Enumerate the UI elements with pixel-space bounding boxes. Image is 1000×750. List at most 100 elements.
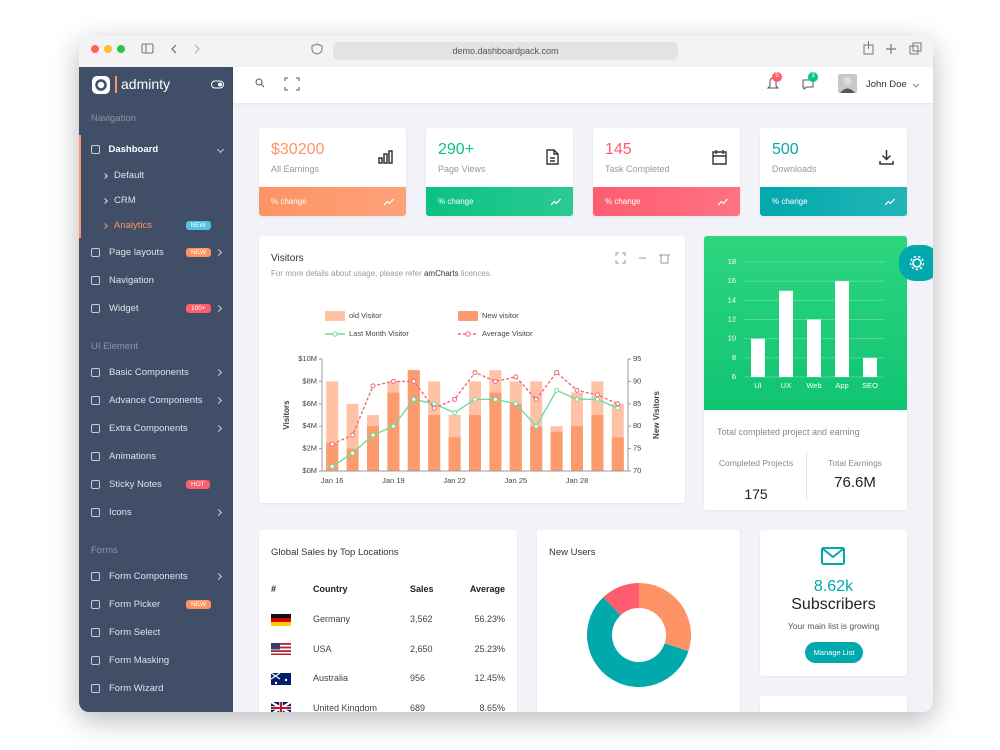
bar (571, 426, 583, 471)
legend-marker (332, 331, 338, 337)
window-controls (91, 43, 323, 55)
stat-change: % change (772, 197, 808, 206)
line-point (472, 396, 478, 402)
legend-label: Average Visitor (482, 329, 533, 338)
notification-badge[interactable]: 5 (775, 73, 779, 79)
donut-segment (639, 583, 691, 652)
menu-label: Dashboard (108, 143, 159, 155)
menu-item[interactable]: Advance Components (79, 386, 233, 414)
menu-icon (91, 479, 100, 489)
stat-label: Downloads (772, 164, 817, 174)
brand-row: adminty (79, 67, 233, 103)
bar (751, 338, 765, 377)
trend-icon (718, 198, 728, 206)
manage-list-button[interactable]: Manage List (805, 642, 863, 663)
trend-icon (551, 198, 561, 206)
bar (407, 370, 420, 471)
message-badge[interactable]: 3 (811, 73, 815, 79)
menu-icon (91, 275, 100, 285)
sub-chevron (102, 197, 108, 204)
earnings-label: Total Earnings (828, 458, 882, 468)
chevron (214, 368, 223, 376)
menu-item[interactable]: Navigation (79, 266, 233, 294)
submenu-item[interactable]: Analytics NEW (81, 213, 233, 238)
table-cell: 2,650 (410, 643, 433, 654)
line-point (350, 432, 356, 438)
menu-item[interactable]: Basic Components (79, 358, 233, 386)
menu-item[interactable]: Animations (79, 442, 233, 470)
chevron (214, 304, 223, 312)
menu-icon (91, 451, 100, 461)
menu-item[interactable]: Widget 100+ (79, 294, 233, 322)
subtitle-link[interactable]: amCharts (423, 269, 459, 278)
menu-icon (90, 144, 100, 154)
stat-card: $30200 All Earnings % change (259, 128, 406, 216)
line-point (594, 396, 600, 402)
menu-item[interactable]: Form Select (79, 618, 233, 646)
submenu-item[interactable]: CRM (81, 188, 233, 213)
user-name[interactable]: John Doe (866, 79, 907, 90)
column-header: # (271, 584, 277, 594)
menu-item[interactable]: Extra Components (79, 414, 233, 442)
menu-icon (91, 395, 100, 405)
bar (428, 415, 441, 471)
menu-item[interactable]: Form Wizard (79, 674, 233, 702)
settings-button[interactable] (899, 245, 933, 281)
menu-icon (91, 303, 100, 313)
stat-icon (879, 150, 894, 165)
menu-item[interactable]: Sticky Notes HOT (79, 470, 233, 498)
legend-label: Last Month Visitor (349, 329, 409, 338)
menu: Navigation Dashboard Default CRM Analytics NE… (79, 103, 233, 702)
line-point (513, 374, 519, 380)
table-cell: USA (313, 643, 332, 654)
line-point (411, 378, 417, 384)
logo-divider (115, 76, 117, 93)
y-tick-label: 8 (732, 353, 736, 362)
y2-tick-label: 90 (633, 376, 641, 385)
line-point (574, 387, 580, 393)
menu-item[interactable]: Form Masking (79, 646, 233, 674)
line-point (472, 369, 478, 375)
column-header: Country (313, 584, 348, 594)
line-point (574, 396, 580, 402)
menu-item[interactable]: Form Components (79, 562, 233, 590)
line-point (329, 464, 335, 470)
line-point (615, 405, 621, 411)
x-tick-label: Jan 28 (566, 476, 589, 485)
chevron (214, 248, 223, 256)
menu-icon (91, 655, 100, 665)
stat-icon (546, 149, 559, 165)
card-tools[interactable] (614, 252, 674, 264)
chevron (214, 396, 223, 404)
menu-item[interactable]: Icons (79, 498, 233, 526)
stat-card: 290+ Page Views % change (426, 128, 573, 216)
y-tick-label: 14 (728, 295, 736, 304)
projects-caption: Total completed project and earning (717, 427, 860, 437)
x-tick-label: Jan 16 (321, 476, 344, 485)
menu-item[interactable]: Dashboard (81, 135, 233, 163)
x-tick-label: Web (806, 381, 821, 390)
card-title: Global Sales by Top Locations (271, 547, 399, 558)
chevron (214, 572, 223, 580)
stat-card: 500 Downloads % change (760, 128, 907, 216)
bar (509, 403, 522, 471)
submenu-item[interactable]: Default (81, 163, 233, 188)
y2-tick-label: 80 (633, 421, 641, 430)
y-tick-label: $0M (302, 466, 317, 475)
menu-item[interactable]: Page layouts NEW (79, 238, 233, 266)
stat-change: % change (438, 197, 474, 206)
legend-label: New visitor (482, 311, 519, 320)
sidebar: adminty Navigation Dashboard Default CRM Ana… (79, 67, 233, 712)
menu-item[interactable]: Form Picker NEW (79, 590, 233, 618)
sidebar-toggle[interactable] (211, 80, 225, 90)
stat-footer: % change (426, 187, 573, 216)
card-subtitle: For more details about usage, please ref… (271, 269, 492, 278)
url-bar[interactable]: demo.dashboardpack.com (333, 42, 678, 60)
y-tick-label: $10M (298, 354, 317, 363)
table-cell: 56.23% (474, 614, 505, 624)
line-point (594, 392, 600, 398)
line-point (492, 378, 498, 384)
bar (530, 426, 543, 471)
visitors-card: Visitors For more details about usage, p… (259, 236, 685, 503)
menu-badge: NEW (185, 221, 211, 230)
